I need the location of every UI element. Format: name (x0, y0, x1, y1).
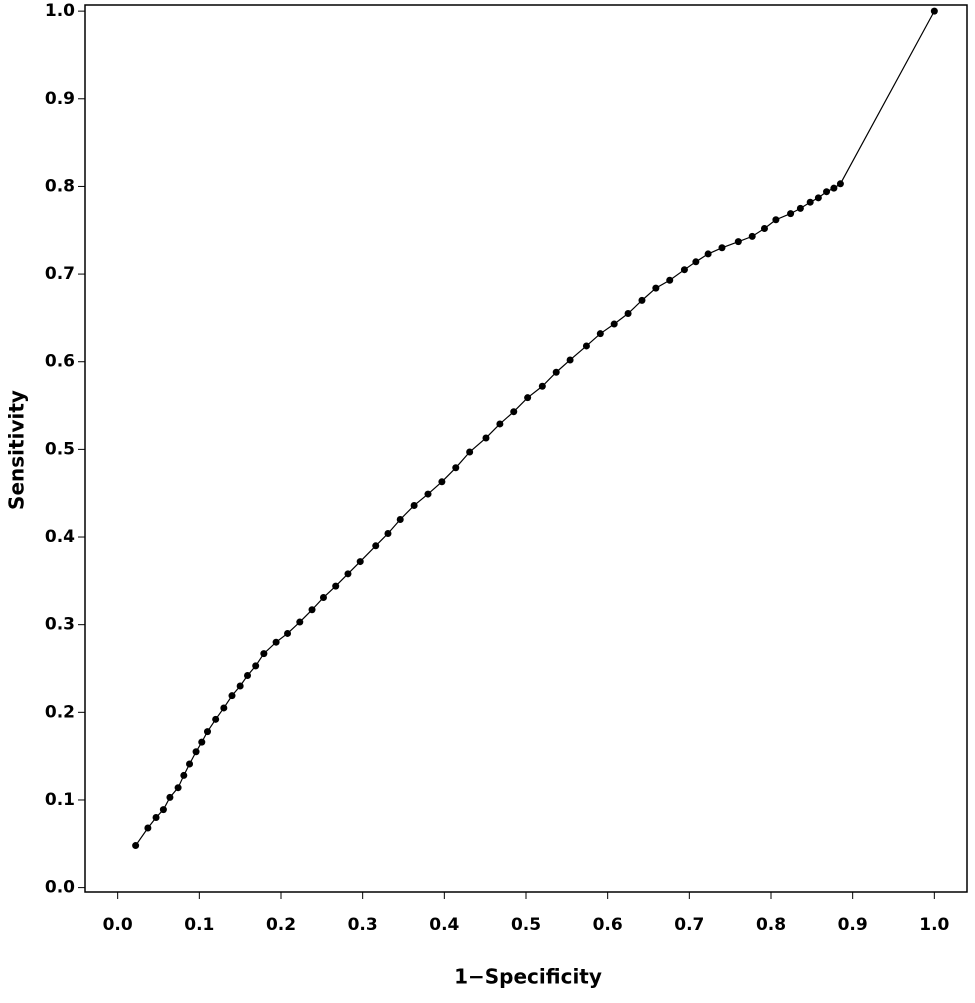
point (772, 216, 780, 224)
point (396, 515, 404, 523)
point (319, 594, 327, 602)
point (823, 188, 831, 196)
point (186, 760, 194, 768)
point (510, 408, 518, 416)
point (814, 194, 822, 202)
point (524, 394, 532, 402)
point (252, 662, 260, 670)
y-tick-label: 0.9 (45, 89, 75, 109)
point (284, 629, 292, 637)
point (652, 284, 660, 292)
point (796, 204, 804, 212)
point (159, 806, 167, 814)
point (496, 420, 504, 428)
point (260, 650, 268, 658)
x-tick-label: 0.7 (674, 915, 704, 935)
plot-frame (84, 4, 968, 893)
point (680, 266, 688, 274)
point (132, 842, 140, 850)
point (410, 501, 418, 509)
point (704, 250, 712, 258)
point (748, 232, 756, 240)
point (692, 258, 700, 266)
point (552, 368, 560, 376)
point (424, 490, 432, 498)
point (466, 448, 474, 456)
x-tick-label: 0.5 (511, 915, 541, 935)
y-tick-label: 0.5 (45, 439, 75, 459)
y-tick-label: 0.6 (45, 352, 75, 372)
point (666, 276, 674, 284)
point (192, 748, 200, 756)
point (482, 434, 490, 442)
y-tick-label: 0.0 (45, 878, 75, 898)
point (610, 320, 618, 328)
point (308, 606, 316, 614)
point (356, 558, 364, 566)
point (204, 728, 211, 736)
x-tick-label: 0.6 (593, 915, 623, 935)
point (296, 618, 304, 626)
y-tick-label: 0.1 (45, 790, 75, 810)
x-tick-label: 0.9 (838, 915, 868, 935)
x-tick-label: 0.4 (429, 915, 459, 935)
roc-line (135, 10, 935, 846)
point (384, 530, 392, 538)
x-tick-label: 0.3 (348, 915, 378, 935)
point (372, 542, 380, 550)
point (220, 704, 228, 712)
y-tick-label: 0.2 (45, 702, 75, 722)
point (452, 464, 460, 472)
point (624, 310, 632, 318)
point (438, 478, 446, 486)
point (152, 813, 160, 821)
x-tick-label: 0.8 (756, 915, 786, 935)
point (228, 692, 236, 700)
point (166, 793, 174, 801)
point (638, 296, 646, 304)
point (930, 7, 938, 15)
point (836, 180, 844, 188)
x-axis-label: 1−Specificity (454, 965, 602, 989)
point (144, 824, 152, 832)
y-tick-label: 0.4 (45, 527, 75, 547)
point (718, 244, 726, 252)
point (174, 784, 182, 792)
y-tick-label: 1.0 (45, 1, 75, 21)
point (760, 225, 768, 233)
point (538, 382, 546, 390)
x-tick-label: 0.1 (184, 915, 214, 935)
point (566, 356, 574, 364)
point (236, 682, 244, 690)
point (272, 638, 280, 646)
point (734, 238, 742, 246)
point (596, 330, 604, 338)
x-tick-label: 0.0 (103, 915, 133, 935)
point (582, 342, 590, 350)
point (244, 672, 252, 680)
point (830, 184, 838, 192)
x-tick-label: 1.0 (919, 915, 949, 935)
x-tick-label: 0.2 (266, 915, 296, 935)
y-axis-label: Sensitivity (5, 390, 29, 510)
point (180, 771, 188, 779)
y-tick-label: 0.8 (45, 176, 75, 196)
point (787, 210, 795, 218)
y-tick-label: 0.3 (45, 615, 75, 635)
point (198, 738, 206, 746)
point (344, 570, 352, 578)
point (332, 582, 340, 590)
point (212, 715, 220, 723)
y-tick-label: 0.7 (45, 264, 75, 284)
point (806, 198, 814, 206)
